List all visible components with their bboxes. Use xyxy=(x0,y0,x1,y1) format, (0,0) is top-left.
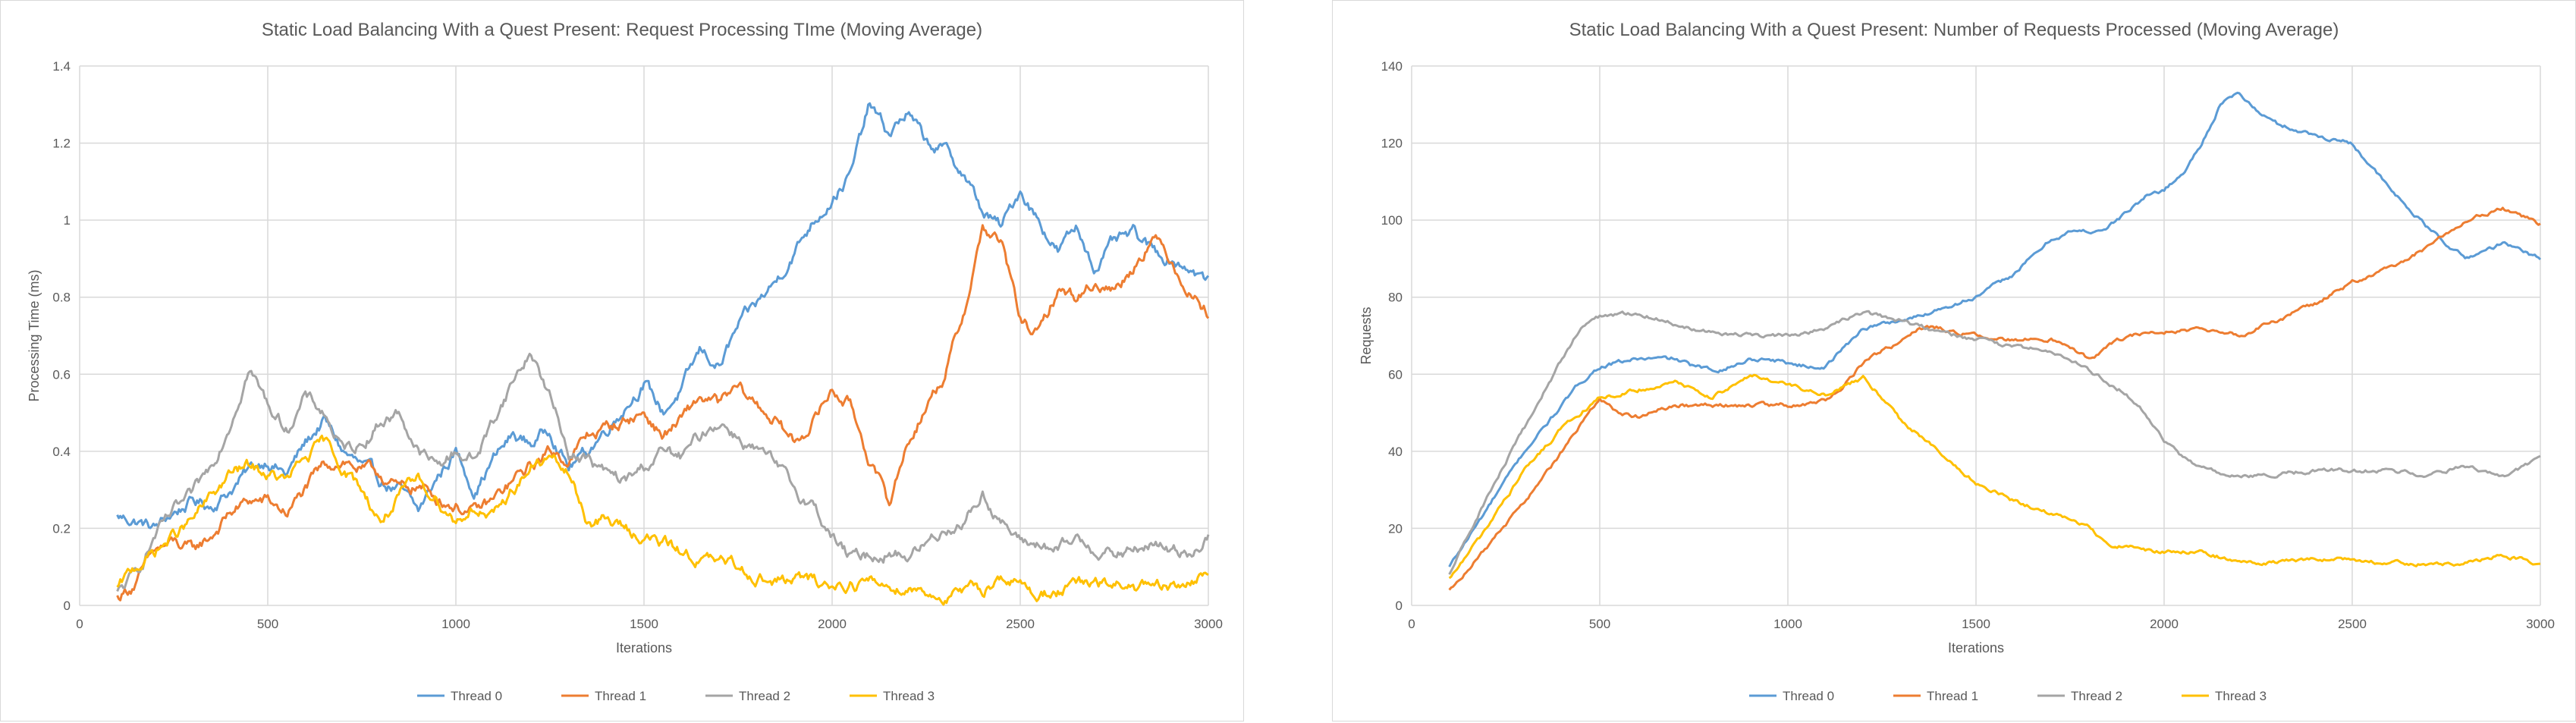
x-tick-label: 2000 xyxy=(818,617,847,631)
x-tick-label: 2500 xyxy=(1006,617,1035,631)
y-tick-label: 60 xyxy=(1388,367,1403,382)
legend-label: Thread 3 xyxy=(883,689,935,703)
x-axis-title: Iterations xyxy=(616,640,672,655)
y-axis-title: Requests xyxy=(1359,306,1374,364)
y-tick-label: 0.8 xyxy=(52,291,71,305)
y-tick-label: 1.4 xyxy=(52,59,71,74)
series-line-thread-1 xyxy=(116,224,1210,602)
legend-label: Thread 0 xyxy=(451,689,502,703)
requests-chart: Static Load Balancing With a Quest Prese… xyxy=(1359,20,2555,703)
legend-label: Thread 2 xyxy=(2071,689,2122,703)
series-line-thread-2 xyxy=(116,352,1210,592)
x-tick-label: 1000 xyxy=(441,617,470,631)
x-tick-label: 1500 xyxy=(1962,617,1990,631)
y-tick-label: 0.6 xyxy=(52,367,71,382)
processing-time-chart: Static Load Balancing With a Quest Prese… xyxy=(27,20,1223,703)
x-tick-label: 500 xyxy=(1589,617,1610,631)
x-tick-label: 1500 xyxy=(630,617,658,631)
legend-item-thread-0: Thread 0 xyxy=(1749,689,1834,703)
x-tick-label: 0 xyxy=(76,617,83,631)
y-tick-label: 0.4 xyxy=(52,445,71,459)
chart-panel-processing-time: Static Load Balancing With a Quest Prese… xyxy=(0,0,1244,721)
series-line-thread-1 xyxy=(1448,206,2541,591)
legend-item-thread-3: Thread 3 xyxy=(850,689,935,703)
y-tick-label: 40 xyxy=(1388,445,1403,459)
legend-label: Thread 3 xyxy=(2215,689,2267,703)
legend-label: Thread 1 xyxy=(1927,689,1978,703)
x-axis-title: Iterations xyxy=(1948,640,2004,655)
y-tick-label: 100 xyxy=(1381,213,1403,228)
x-tick-label: 1000 xyxy=(1773,617,1802,631)
legend-item-thread-3: Thread 3 xyxy=(2182,689,2267,703)
series-line-thread-0 xyxy=(1448,91,2542,567)
legend-item-thread-0: Thread 0 xyxy=(417,689,502,703)
series-line-thread-2 xyxy=(1448,310,2541,575)
y-axis-title: Processing Time (ms) xyxy=(27,269,42,401)
y-tick-label: 80 xyxy=(1388,291,1403,305)
x-tick-label: 2500 xyxy=(2338,617,2367,631)
series-line-thread-0 xyxy=(116,102,1210,530)
legend-item-thread-1: Thread 1 xyxy=(561,689,646,703)
legend-item-thread-2: Thread 2 xyxy=(2037,689,2122,703)
series-line-thread-3 xyxy=(1448,373,2541,580)
legend-item-thread-2: Thread 2 xyxy=(705,689,790,703)
y-tick-label: 1.2 xyxy=(52,137,71,151)
x-tick-label: 500 xyxy=(257,617,278,631)
x-tick-label: 3000 xyxy=(2526,617,2555,631)
legend-label: Thread 1 xyxy=(595,689,646,703)
y-tick-label: 140 xyxy=(1381,59,1403,74)
series-line-thread-3 xyxy=(116,434,1209,606)
legend-label: Thread 2 xyxy=(739,689,790,703)
y-tick-label: 0.2 xyxy=(52,521,71,536)
x-tick-label: 0 xyxy=(1408,617,1415,631)
chart-panel-requests: Static Load Balancing With a Quest Prese… xyxy=(1332,0,2576,721)
chart-title: Static Load Balancing With a Quest Prese… xyxy=(262,20,982,40)
x-tick-label: 2000 xyxy=(2150,617,2179,631)
y-tick-label: 1 xyxy=(64,213,71,228)
y-tick-label: 20 xyxy=(1388,521,1403,536)
x-tick-label: 3000 xyxy=(1194,617,1223,631)
y-tick-label: 0 xyxy=(1396,599,1403,613)
legend-item-thread-1: Thread 1 xyxy=(1893,689,1978,703)
y-tick-label: 120 xyxy=(1381,137,1403,151)
y-tick-label: 0 xyxy=(64,599,71,613)
chart-title: Static Load Balancing With a Quest Prese… xyxy=(1569,20,2339,40)
legend-label: Thread 0 xyxy=(1783,689,1834,703)
